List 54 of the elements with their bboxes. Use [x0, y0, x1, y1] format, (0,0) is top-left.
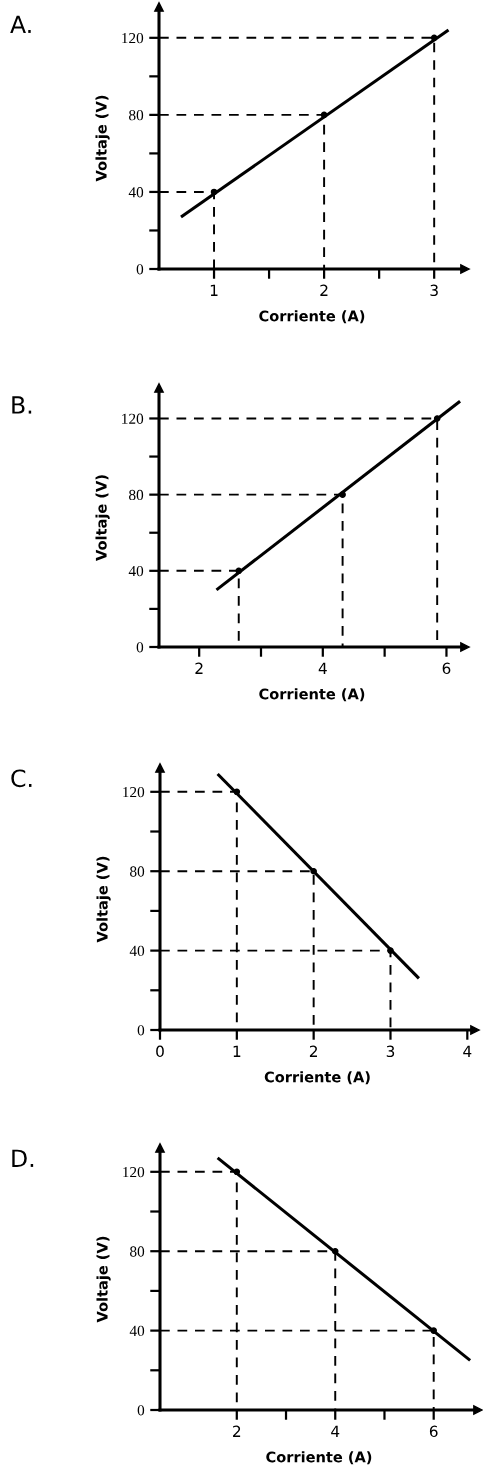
y-tick-label: 80 — [130, 866, 145, 877]
point — [233, 1168, 241, 1176]
y-axis-title: Voltaje (V) — [96, 856, 111, 943]
x-tick-label: 3 — [386, 1045, 395, 1058]
x-axis-title: Corriente (A) — [259, 688, 365, 702]
x-tick-label: 1 — [210, 284, 218, 296]
x-tick-label: 4 — [463, 1045, 472, 1057]
x-tick-label: 2 — [233, 1425, 241, 1437]
x-tick-label: 6 — [442, 662, 451, 675]
y-axis-title: Voltaje (V) — [95, 95, 110, 182]
x-tick-label: 3 — [430, 284, 438, 297]
point — [433, 415, 441, 422]
y-axis-title: Voltaje (V) — [96, 1236, 111, 1323]
y-tick-label: 40 — [129, 945, 145, 957]
chart-title: A. — [10, 15, 31, 33]
chart-title: C. — [11, 769, 32, 788]
y-tick-label: 80 — [130, 1246, 145, 1257]
x-tick-label: 2 — [195, 662, 203, 674]
x-tick-label: 4 — [331, 1425, 340, 1437]
y-tick-label: 80 — [129, 489, 144, 501]
point — [320, 111, 328, 119]
x-tick-label: 2 — [309, 1045, 317, 1057]
chart-title: D. — [12, 1149, 34, 1167]
point — [339, 491, 346, 498]
x-tick-label: 4 — [318, 662, 327, 674]
y-tick-label: 120 — [122, 32, 144, 44]
x-tick-label: 2 — [320, 284, 328, 296]
chart-title: B. — [12, 396, 32, 414]
y-tick-label: 0 — [136, 642, 144, 653]
x-axis-title: Corriente (A) — [264, 1071, 370, 1085]
y-axis-title: Voltaje (V) — [95, 475, 110, 561]
x-tick-label: 1 — [233, 1045, 241, 1057]
x-axis-title: Corriente (A) — [266, 1451, 372, 1465]
y-tick-label: 40 — [128, 187, 144, 198]
y-tick-label: 120 — [123, 786, 145, 798]
x-tick-label: 0 — [156, 1045, 164, 1058]
y-tick-label: 80 — [129, 110, 144, 121]
y-tick-label: 120 — [123, 1166, 145, 1178]
y-tick-label: 0 — [137, 1025, 145, 1036]
point — [310, 867, 317, 875]
point — [331, 1247, 339, 1255]
y-tick-label: 0 — [137, 1405, 145, 1416]
point — [387, 947, 394, 954]
x-tick-label: 6 — [429, 1425, 438, 1438]
x-axis-title: Corriente (A) — [259, 310, 365, 324]
y-tick-label: 120 — [122, 413, 144, 424]
point — [233, 788, 241, 796]
y-tick-label: 40 — [129, 1325, 145, 1337]
y-tick-label: 0 — [136, 264, 144, 275]
point — [235, 567, 243, 575]
point — [210, 188, 218, 196]
y-tick-label: 40 — [128, 565, 144, 577]
point — [430, 1327, 437, 1334]
point — [430, 34, 438, 42]
